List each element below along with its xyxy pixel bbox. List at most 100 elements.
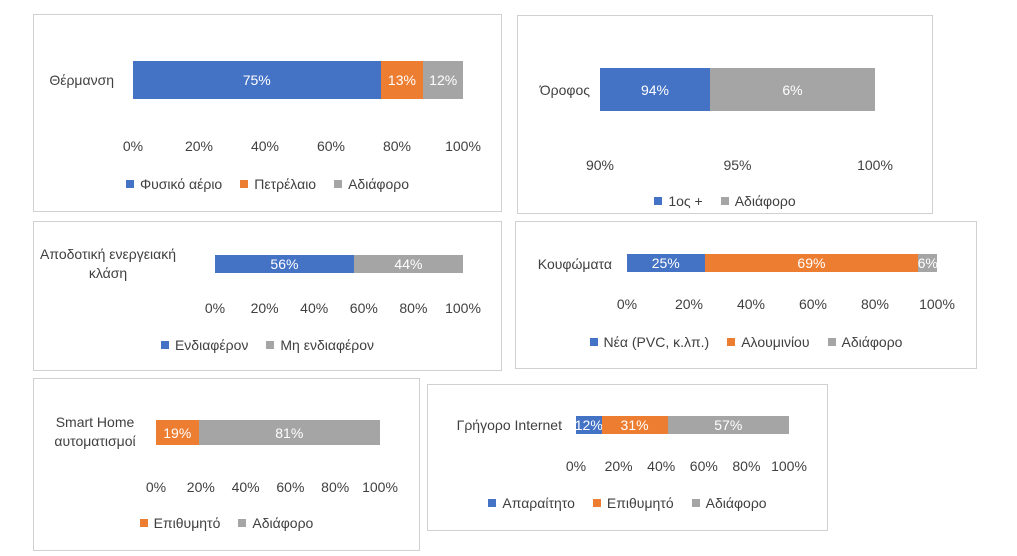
x-tick-label: 60% [276,479,305,495]
chart-panel [33,378,420,551]
x-tick-label: 100% [919,296,955,312]
x-tick-label: 20% [186,479,215,495]
value-label: 6% [917,255,938,271]
value-label: 44% [394,256,423,272]
x-tick-label: 0% [616,296,638,312]
x-tick-label: 40% [736,296,766,312]
x-tick-label: 60% [316,138,346,154]
bar-segment: 25% [627,254,705,272]
value-label: 81% [275,424,304,441]
legend-swatch [691,499,700,507]
legend: Επιθυμητό Αδιάφορο [33,515,420,531]
value-label: 57% [714,417,743,433]
value-label: 12% [429,72,458,88]
x-tick-label: 60% [689,458,718,474]
legend: Ενδιαφέρον Μη ενδιαφέρον [33,337,502,353]
legend-swatch [240,180,249,188]
x-tick-label: 100% [445,300,481,316]
x-tick-label: 20% [674,296,704,312]
legend-swatch [160,341,169,349]
bar-segment: 6% [710,68,875,111]
value-label: 56% [270,256,299,272]
legend-swatch [139,519,148,527]
x-tick-label: 90% [585,157,615,173]
value-label: 13% [387,72,416,88]
legend-item: Αδιάφορο [334,176,409,192]
category-label: Αποδοτική ενεργειακή κλάση [40,246,176,281]
legend-swatch [589,338,598,346]
value-label: 25% [651,255,680,271]
legend-swatch [334,180,343,188]
chart-panel [517,15,933,214]
legend-item: Νέα (PVC, κ.λπ.) [589,334,709,350]
legend-item: Απαραίτητο [488,495,575,511]
bar-segment: 81% [198,420,380,445]
legend: 1ος + Αδιάφορο [517,193,933,209]
category-label: Smart Home αυτοματισμοί [54,414,136,449]
legend-item: Αλουμινίου [727,334,810,350]
value-label: 94% [640,81,670,98]
value-label: 12% [574,417,603,433]
legend-swatch [592,499,601,507]
legend-swatch [266,341,275,349]
legend-item: Αδιάφορο [238,515,313,531]
value-label: 19% [163,424,192,441]
legend-label: Αδιάφορο [734,193,796,209]
legend-item: Μη ενδιαφέρον [266,337,374,353]
legend-label: 1ος + [668,193,703,209]
legend-label: Αλουμινίου [741,334,810,350]
x-tick-label: 100% [362,479,398,495]
bar-segment: 69% [704,254,919,272]
x-tick-label: 0% [565,458,587,474]
x-tick-label: 20% [184,138,214,154]
legend-label: Επιθυμητό [606,495,674,511]
category-label: Κουφώματα [537,256,612,272]
category-label: Γρήγορο Internet [456,417,562,433]
x-tick-label: 40% [231,479,260,495]
x-tick-label: 95% [723,157,752,173]
legend-item: Επιθυμητό [592,495,674,511]
x-tick-label: 0% [122,138,144,154]
legend-swatch [125,180,134,188]
legend-item: Πετρέλαιο [240,176,316,192]
x-tick-label: 20% [604,458,633,474]
value-label: 31% [620,417,649,433]
legend-label: Επιθυμητό [153,515,221,531]
bar-segment: 31% [601,416,668,434]
legend-label: Αδιάφορο [841,334,903,350]
legend-label: Πετρέλαιο [254,176,317,192]
legend-item: Αδιάφορο [720,193,796,209]
bar-segment: 44% [353,255,463,273]
x-tick-label: 40% [300,300,329,316]
bar-segment: 19% [156,420,199,445]
bar-segment: 56% [215,255,354,273]
x-tick-label: 40% [250,138,280,154]
bar-segment: 12% [423,61,463,99]
legend-item: Φυσικό αέριο [125,176,223,192]
legend-item: 1ος + [654,193,703,209]
legend-item: Αδιάφορο [691,495,767,511]
legend-swatch [827,338,836,346]
legend-label: Φυσικό αέριο [139,176,223,192]
legend-item: Ενδιαφέρον [160,337,248,353]
x-tick-label: 80% [732,458,761,474]
x-tick-label: 80% [860,296,890,312]
legend: Νέα (PVC, κ.λπ.) Αλουμινίου Αδιάφορο [515,334,977,350]
x-tick-label: 20% [250,300,279,316]
x-tick-label: 40% [647,458,676,474]
x-tick-label: 100% [857,157,893,173]
x-tick-label: 0% [204,300,226,316]
bar-segment: 12% [574,416,603,434]
legend-label: Αδιάφορο [705,495,767,511]
legend-swatch [720,197,729,205]
legend-swatch [727,338,736,346]
bar-segment: 75% [133,61,381,99]
legend-label: Αδιάφορο [252,515,314,531]
value-label: 6% [782,81,803,98]
category-label: Θέρμανση [49,72,114,88]
bar-segment: 6% [917,254,938,272]
chart-panel [33,14,502,212]
x-tick-label: 0% [145,479,167,495]
legend-label: Απαραίτητο [502,495,575,511]
